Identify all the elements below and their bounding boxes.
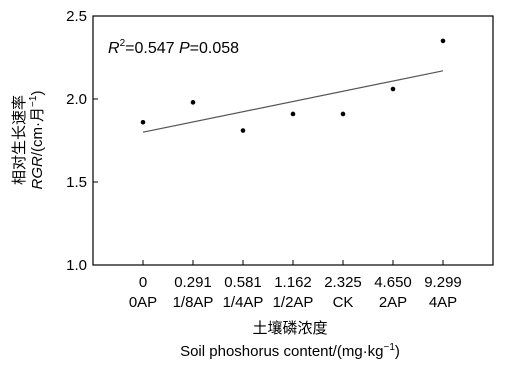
x-tick-sublabel: 2AP — [379, 294, 407, 311]
x-tick-sublabel: 4AP — [429, 294, 457, 311]
x-tick-label: 4.650 — [374, 274, 412, 291]
data-point — [390, 86, 396, 92]
y-axis-label-en: RGR/(cm·月−1) — [28, 91, 46, 190]
x-tick-label: 1.162 — [274, 274, 312, 291]
fit-annotation: R2=0.547 P=0.058 — [108, 38, 239, 57]
x-axis: 0 0AP 0.291 1/8AP 0.581 1/4AP 1.162 1/2AP 2.325 C… — [129, 260, 462, 311]
y-axis-label-zh: 相对生长速率 — [10, 95, 28, 185]
x-axis-label-zh: 土壤磷浓度 — [252, 319, 327, 337]
data-point — [190, 100, 196, 105]
data-point — [290, 111, 296, 117]
x-axis-label-en: Soil phoshorus content/(mg·kg−1) — [180, 342, 400, 360]
y-tick-label: 1.5 — [66, 174, 87, 191]
data-point — [240, 128, 246, 133]
data-points — [140, 38, 446, 133]
data-point — [440, 38, 446, 44]
trend-line — [142, 70, 444, 133]
y-tick-label: 2.5 — [66, 8, 87, 25]
x-tick-label: 2.325 — [324, 274, 362, 291]
x-tick-sublabel: 1/4AP — [223, 294, 264, 311]
x-tick-sublabel: 1/2AP — [273, 294, 314, 311]
y-tick-label: 1.0 — [66, 257, 87, 274]
y-axis: 1.0 1.5 2.0 2.5 — [66, 8, 98, 274]
x-tick-sublabel: CK — [333, 294, 354, 311]
data-point — [140, 119, 146, 125]
x-tick-label: 0.581 — [224, 274, 262, 291]
x-tick-label: 0 — [139, 274, 147, 291]
x-tick-sublabel: 0AP — [129, 294, 157, 311]
x-tick-sublabel: 1/8AP — [173, 294, 214, 311]
y-tick-label: 2.0 — [66, 91, 87, 108]
data-point — [340, 111, 346, 117]
x-tick-label: 9.299 — [424, 274, 462, 291]
x-tick-label: 0.291 — [174, 274, 212, 291]
